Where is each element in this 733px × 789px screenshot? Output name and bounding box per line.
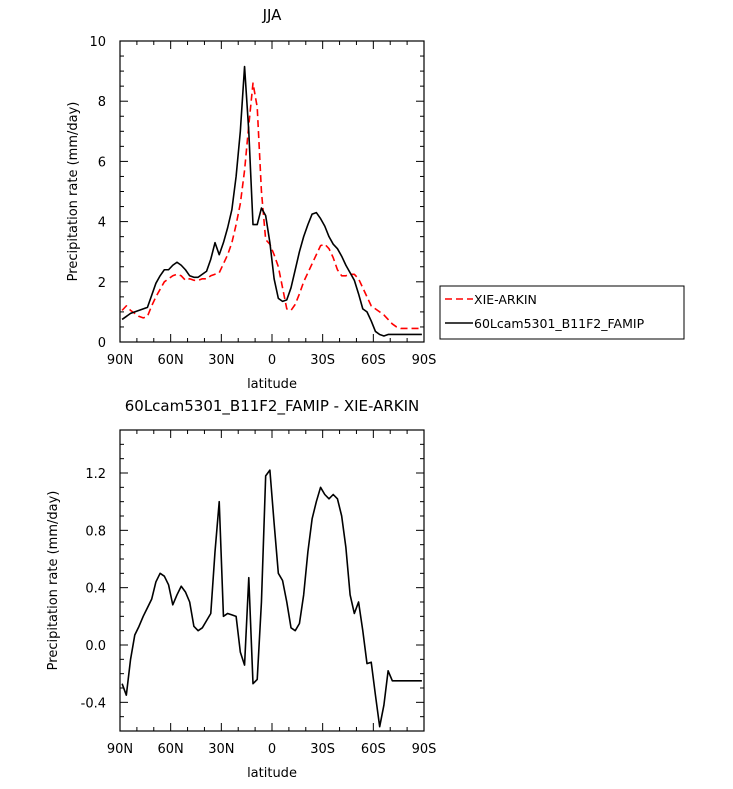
x-axis-label: latitude xyxy=(247,766,297,781)
x-tick-label: 0 xyxy=(268,353,276,368)
x-tick-label: 30S xyxy=(310,353,335,368)
y-tick-label: 0 xyxy=(98,336,106,351)
x-tick-label: 60S xyxy=(361,742,386,757)
y-tick-label: -0.4 xyxy=(81,696,106,711)
y-axis-label: Precipitation rate (mm/day) xyxy=(46,491,61,671)
x-tick-label: 30N xyxy=(208,353,234,368)
chart-title: JJA xyxy=(262,6,283,24)
legend: XIE-ARKIN 60Lcam5301_B11F2_FAMIP xyxy=(439,285,685,340)
y-axis-label: Precipitation rate (mm/day) xyxy=(66,102,81,282)
y-tick-label: 1.2 xyxy=(85,467,106,482)
x-tick-label: 90N xyxy=(107,742,133,757)
plot-frame xyxy=(119,40,425,343)
x-tick-label: 90S xyxy=(412,353,437,368)
x-tick-label: 90S xyxy=(412,742,437,757)
x-tick-label: 30S xyxy=(310,742,335,757)
x-tick-label: 60S xyxy=(361,353,386,368)
series-line-60lcam5301-b11f2-famip xyxy=(121,65,422,337)
x-axis-label: latitude xyxy=(247,377,297,392)
y-tick-label: 4 xyxy=(98,216,106,231)
y-tick-label: 0.4 xyxy=(85,582,106,597)
series-line-difference xyxy=(121,469,422,728)
legend-label: XIE-ARKIN xyxy=(474,292,537,307)
y-tick-label: 0.0 xyxy=(85,639,106,654)
legend-label: 60Lcam5301_B11F2_FAMIP xyxy=(474,316,645,331)
x-tick-label: 0 xyxy=(268,742,276,757)
y-tick-label: 10 xyxy=(89,35,106,50)
y-tick-label: 2 xyxy=(98,276,106,291)
legend-box xyxy=(439,285,685,340)
chart-panel-2: 60Lcam5301_B11F2_FAMIP - XIE-ARKIN 90N 60N… xyxy=(46,397,436,781)
y-tick-label: 0.8 xyxy=(85,524,106,539)
x-tick-label: 60N xyxy=(158,742,184,757)
x-tick-label: 30N xyxy=(208,742,234,757)
chart-title: 60Lcam5301_B11F2_FAMIP - XIE-ARKIN xyxy=(125,397,420,416)
series-line-xie-arkin xyxy=(121,82,422,330)
x-tick-label: 60N xyxy=(158,353,184,368)
y-tick-label: 6 xyxy=(98,155,106,170)
y-tick-label: 8 xyxy=(98,95,106,110)
chart-panel-1: JJA 90N 60N 30N 0 30S 60S 90S 0 2 4 6 8 10 latitude Pre… xyxy=(66,6,685,392)
x-tick-label: 90N xyxy=(107,353,133,368)
